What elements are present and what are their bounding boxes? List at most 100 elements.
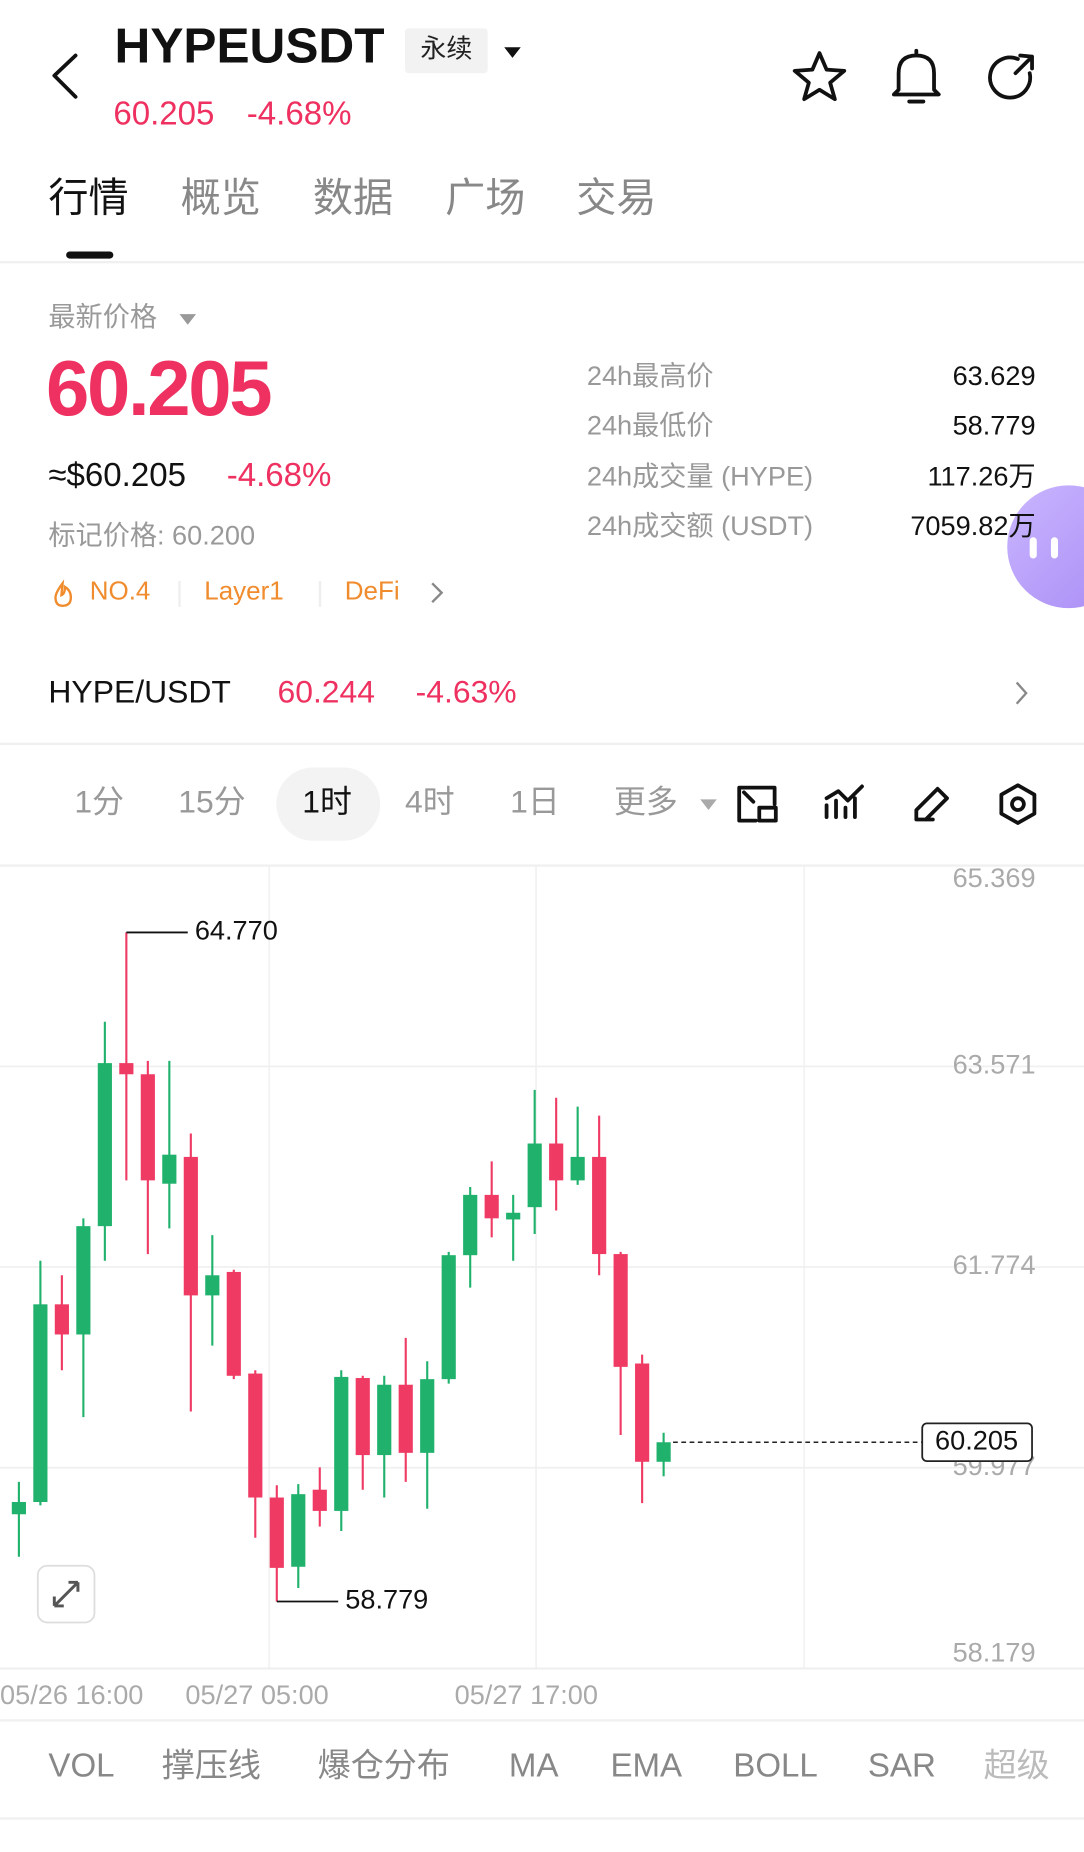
indicator-icon[interactable] [824, 784, 864, 820]
draw-icon[interactable] [914, 786, 949, 822]
tag[interactable]: DeFi [345, 576, 400, 606]
candle-body [140, 1074, 155, 1181]
candle-body [33, 1304, 48, 1502]
back-button[interactable] [52, 53, 78, 99]
candle-body [377, 1384, 392, 1456]
stat-value: 63.629 [953, 360, 1036, 391]
y-tick-label: 58.179 [953, 1637, 1036, 1668]
assistant-eyes [1029, 537, 1059, 559]
contract-badge [405, 28, 488, 74]
candle-body [205, 1275, 220, 1296]
layout-icon[interactable] [737, 785, 778, 823]
high-marker-label: 64.770 [195, 915, 278, 946]
assistant-bubble[interactable] [1007, 485, 1084, 609]
candle-body [11, 1501, 26, 1515]
candle-body [398, 1384, 413, 1453]
interval[interactable]: 更多 [614, 784, 678, 820]
hot-icon [54, 579, 73, 607]
candle-body [183, 1156, 198, 1296]
candle-body [226, 1271, 241, 1376]
mark-price: 标记价格: 60.200 [48, 519, 255, 550]
stat-value: 7059.82万 [910, 510, 1035, 541]
settings-icon[interactable] [999, 783, 1037, 825]
candle-body [592, 1156, 607, 1255]
nav-tab[interactable]: 数据 [313, 175, 393, 220]
nav-tab[interactable]: 交易 [576, 175, 656, 220]
symbol-dropdown[interactable] [504, 47, 521, 58]
stat-label: 24h成交量 (HYPE) [587, 460, 813, 491]
header-price: 60.205 [113, 95, 214, 132]
favorite-icon[interactable] [792, 51, 847, 102]
more-dropdown[interactable] [700, 799, 717, 811]
candle-body [506, 1212, 521, 1220]
tag[interactable]: NO.4 [90, 576, 151, 606]
interval[interactable]: 1时 [302, 784, 352, 820]
candle-body [119, 1063, 134, 1075]
y-tick-label: 61.774 [953, 1249, 1036, 1280]
last-price-box [921, 1422, 1033, 1463]
candle-body [441, 1255, 456, 1380]
symbol: HYPEUSDT [115, 18, 385, 74]
stat-label: 24h最高价 [587, 360, 714, 391]
indicator-tab[interactable]: 撑压线 [162, 1747, 261, 1784]
stat-value: 58.779 [953, 410, 1036, 441]
stat-label: 24h成交额 (USDT) [587, 510, 813, 541]
tags-more[interactable] [431, 582, 444, 604]
price-change: -4.68% [227, 457, 332, 494]
alert-icon[interactable] [891, 48, 941, 104]
price-type-dropdown[interactable] [179, 314, 197, 325]
usd-price: ≈$60.205 [48, 457, 186, 494]
candle-body [97, 1063, 112, 1227]
price-label: 最新价格 [48, 301, 157, 332]
indicator-tab[interactable]: MA [509, 1747, 559, 1784]
pair-price: 60.244 [277, 674, 374, 710]
candle-body [355, 1378, 370, 1456]
pair-name: HYPE/USDT [48, 674, 230, 710]
nav-tab[interactable]: 广场 [445, 175, 525, 220]
nav-tab[interactable]: 行情 [48, 175, 128, 220]
candle-body [570, 1156, 585, 1181]
indicator-tab[interactable]: EMA [610, 1747, 682, 1784]
indicator-tab[interactable]: 爆仓分布 [318, 1747, 450, 1784]
candle-body [635, 1363, 650, 1462]
indicator-tab[interactable]: BOLL [733, 1747, 818, 1784]
y-tick-label: 65.369 [953, 862, 1036, 893]
candle-body [463, 1194, 478, 1256]
last-price: 60.205 [46, 344, 271, 432]
candle-body [312, 1489, 327, 1511]
last-price-label: 60.205 [935, 1424, 1018, 1455]
contract-type: 永续 [420, 34, 472, 64]
candlestick-chart [0, 865, 1084, 1670]
pair-more[interactable] [1015, 681, 1028, 705]
candle-body [291, 1494, 306, 1567]
indicator-tab[interactable]: 超级 [984, 1747, 1050, 1784]
stat-value: 117.26万 [927, 460, 1035, 491]
tag[interactable]: Layer1 [204, 576, 283, 606]
candle-body [613, 1254, 628, 1367]
interval[interactable]: 1分 [74, 784, 124, 820]
candle-body [76, 1226, 91, 1335]
pair-change: -4.63% [416, 674, 517, 710]
y-tick-label: 63.571 [953, 1049, 1036, 1080]
stat-label: 24h最低价 [587, 410, 714, 441]
x-tick-label: 05/26 16:00 [0, 1679, 143, 1710]
indicator-tab[interactable]: VOL [48, 1747, 114, 1784]
tab-indicator [66, 251, 114, 259]
interval[interactable]: 4时 [405, 784, 455, 820]
x-tick-label: 05/27 05:00 [185, 1679, 328, 1710]
share-icon[interactable] [988, 53, 1034, 100]
interval[interactable]: 1日 [510, 784, 560, 820]
candle-body [656, 1442, 671, 1462]
candle-body [527, 1143, 542, 1208]
candle-body [420, 1379, 435, 1453]
toolbar [737, 783, 1037, 825]
candle-body [54, 1304, 69, 1335]
interval-selected-bg [276, 767, 381, 841]
candle-body [269, 1497, 284, 1568]
interval[interactable]: 15分 [178, 784, 245, 820]
candle-body [248, 1373, 263, 1498]
nav-tab[interactable]: 概览 [181, 175, 261, 220]
indicator-tab[interactable]: SAR [868, 1747, 936, 1784]
